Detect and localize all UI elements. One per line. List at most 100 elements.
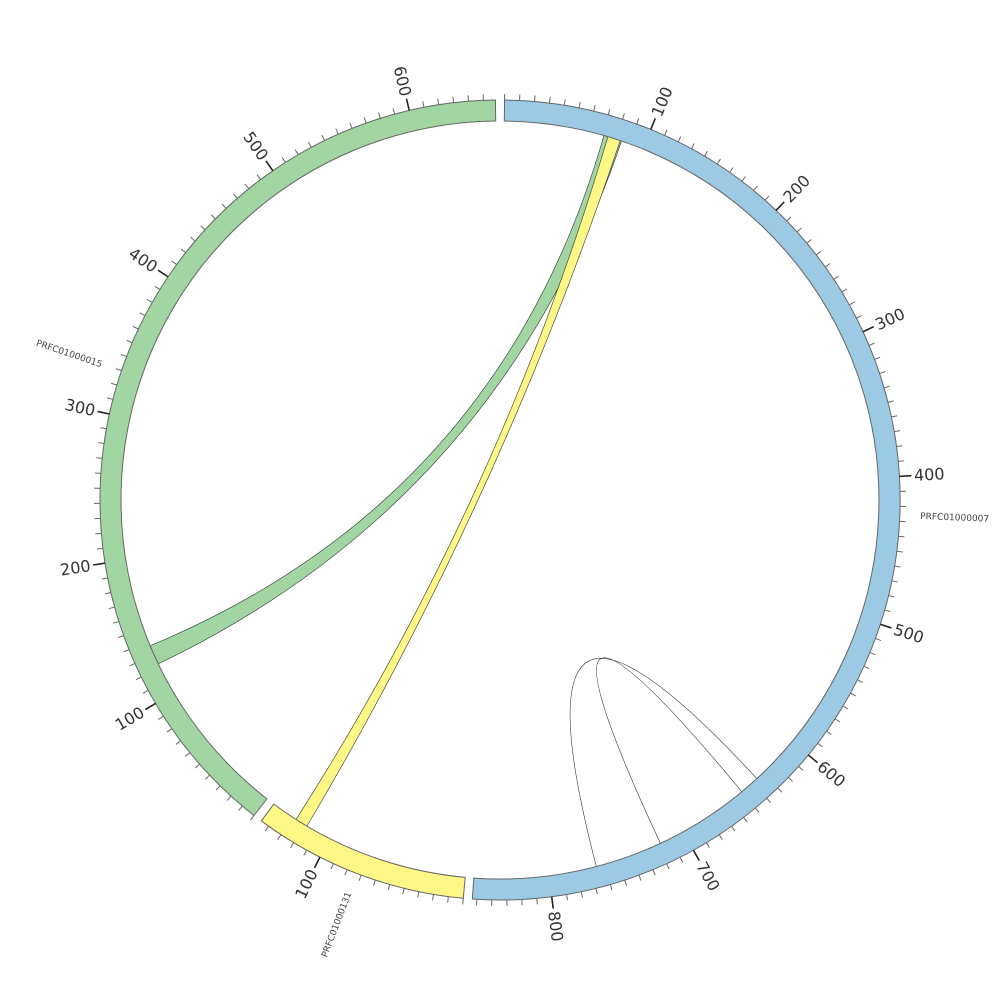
tick-label: 100 bbox=[112, 703, 148, 735]
minor-tick bbox=[462, 898, 464, 905]
minor-tick bbox=[857, 679, 863, 683]
minor-tick bbox=[215, 785, 221, 791]
minor-tick bbox=[194, 763, 200, 769]
minor-tick bbox=[898, 460, 905, 462]
minor-tick bbox=[249, 815, 255, 821]
minor-tick bbox=[111, 382, 118, 386]
minor-tick bbox=[849, 301, 855, 306]
minor-tick bbox=[104, 592, 111, 595]
tick-label: 100 bbox=[291, 866, 322, 902]
minor-tick bbox=[731, 825, 736, 832]
minor-tick bbox=[826, 730, 832, 735]
minor-tick bbox=[344, 869, 348, 876]
minor-tick bbox=[101, 577, 108, 580]
minor-tick bbox=[595, 888, 598, 895]
minor-tick bbox=[363, 117, 367, 124]
minor-tick bbox=[447, 896, 449, 903]
sequence-arcs-layer bbox=[99, 99, 901, 901]
minor-tick bbox=[290, 842, 295, 849]
minor-tick bbox=[117, 635, 124, 639]
minor-tick bbox=[787, 776, 793, 782]
minor-tick bbox=[824, 263, 831, 268]
minor-tick bbox=[856, 315, 862, 319]
minor-tick bbox=[887, 400, 894, 403]
major-tick bbox=[862, 325, 875, 333]
tick-label: 500 bbox=[239, 128, 272, 164]
minor-tick bbox=[358, 874, 362, 881]
minor-tick bbox=[100, 427, 107, 430]
minor-tick bbox=[96, 547, 103, 550]
minor-tick bbox=[135, 676, 142, 681]
minor-tick bbox=[777, 787, 783, 793]
link-ribbon-3 bbox=[569, 657, 758, 867]
minor-tick bbox=[863, 665, 870, 670]
minor-tick bbox=[330, 863, 334, 870]
major-tick bbox=[405, 98, 411, 111]
minor-tick bbox=[875, 637, 882, 642]
minor-tick bbox=[677, 136, 682, 143]
minor-tick bbox=[580, 891, 583, 898]
minor-tick bbox=[244, 183, 250, 190]
minor-tick bbox=[894, 430, 901, 433]
minor-tick bbox=[221, 203, 227, 209]
minor-tick bbox=[766, 797, 772, 803]
minor-tick bbox=[437, 98, 440, 105]
tick-label: 600 bbox=[390, 64, 415, 98]
minor-tick bbox=[896, 445, 903, 448]
minor-tick bbox=[392, 108, 396, 115]
major-tick bbox=[97, 410, 110, 415]
minor-tick bbox=[171, 260, 177, 265]
tick-label: 500 bbox=[891, 620, 926, 648]
minor-tick bbox=[256, 174, 262, 180]
minor-tick bbox=[666, 863, 670, 870]
minor-tick bbox=[638, 874, 642, 881]
minor-tick bbox=[718, 834, 723, 840]
minor-tick bbox=[120, 353, 127, 358]
major-tick bbox=[93, 562, 106, 566]
minor-tick bbox=[402, 888, 405, 895]
minor-tick bbox=[705, 842, 710, 849]
minor-tick bbox=[879, 371, 886, 375]
minor-tick bbox=[817, 742, 823, 748]
minor-tick bbox=[422, 101, 425, 108]
minor-tick bbox=[452, 96, 455, 103]
minor-tick bbox=[432, 894, 435, 901]
minor-tick bbox=[294, 149, 299, 155]
minor-tick bbox=[113, 620, 120, 624]
minor-tick bbox=[123, 649, 130, 653]
minor-tick bbox=[238, 805, 243, 811]
minor-tick bbox=[204, 774, 211, 780]
links-layer bbox=[149, 135, 758, 867]
minor-tick bbox=[417, 891, 420, 898]
minor-tick bbox=[833, 275, 839, 280]
tick-label: 300 bbox=[63, 395, 97, 420]
major-tick bbox=[775, 201, 785, 212]
minor-tick bbox=[106, 397, 113, 400]
minor-tick bbox=[378, 112, 381, 119]
minor-tick bbox=[115, 368, 122, 372]
minor-tick bbox=[108, 606, 115, 610]
minor-tick bbox=[622, 113, 625, 120]
major-tick bbox=[313, 856, 321, 869]
minor-tick bbox=[548, 97, 551, 104]
minor-tick bbox=[609, 884, 613, 891]
minor-tick bbox=[96, 457, 103, 459]
minor-tick bbox=[349, 122, 353, 129]
minor-tick bbox=[566, 894, 569, 901]
minor-tick bbox=[277, 834, 282, 840]
minor-tick bbox=[307, 141, 312, 148]
minor-tick bbox=[874, 356, 881, 360]
tick-label: 700 bbox=[692, 858, 723, 894]
minor-tick bbox=[180, 248, 186, 254]
major-tick bbox=[879, 623, 892, 629]
minor-tick bbox=[786, 216, 792, 222]
minor-tick bbox=[232, 193, 238, 199]
minor-tick bbox=[868, 342, 875, 346]
minor-tick bbox=[210, 214, 216, 220]
minor-tick bbox=[158, 715, 164, 720]
minor-tick bbox=[95, 532, 102, 535]
minor-tick bbox=[891, 580, 898, 583]
major-tick bbox=[650, 118, 657, 130]
tick-label: 100 bbox=[648, 84, 677, 119]
labels-layer: 100200300400500600700800PRFC01000007100P… bbox=[35, 64, 990, 959]
